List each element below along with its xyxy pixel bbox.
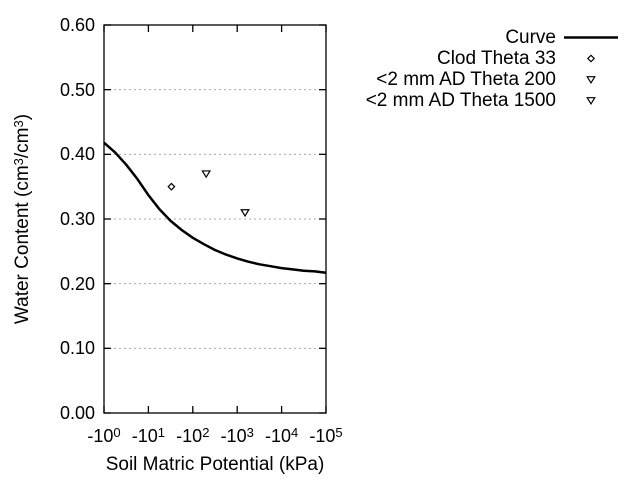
x-tick-label: -105 — [309, 425, 343, 446]
data-point-marker — [240, 209, 250, 218]
retention-curve-line — [103, 141, 327, 274]
x-axis-title: Soil Matric Potential (kPa) — [105, 454, 325, 475]
y-tick-label: 0.50 — [59, 79, 95, 100]
legend-symbols — [564, 36, 618, 106]
y-axis-title: Water Content (cm3/cm3) — [11, 113, 33, 325]
axes-and-ticks — [103, 24, 327, 414]
x-tick-label: -101 — [131, 425, 166, 446]
x-tick-label: -102 — [176, 425, 210, 446]
legend-marker — [586, 54, 596, 63]
legend-item-label: Clod Theta 33 — [436, 47, 556, 69]
x-tick-label: -103 — [220, 425, 254, 446]
legend-item-label: <2 mm AD Theta 1500 — [365, 89, 556, 111]
y-tick-label: 0.00 — [59, 403, 95, 423]
data-point-marker — [167, 182, 176, 191]
y-tick-label: 0.10 — [59, 338, 95, 359]
legend-marker — [586, 76, 596, 85]
gridlines — [104, 89, 326, 349]
legend-item-label: <2 mm AD Theta 200 — [376, 68, 556, 90]
y-tick-label: 0.20 — [59, 273, 95, 294]
y-tick-label: 0.60 — [59, 15, 95, 35]
x-tick-label: -100 — [87, 425, 121, 446]
legend-marker — [586, 97, 596, 106]
y-tick-label: 0.40 — [59, 144, 95, 165]
x-tick-label: -104 — [264, 425, 299, 446]
legend-item-label: Curve — [505, 26, 556, 48]
data-series — [103, 141, 327, 274]
data-point-marker — [201, 170, 212, 179]
y-tick-label: 0.30 — [59, 209, 95, 229]
